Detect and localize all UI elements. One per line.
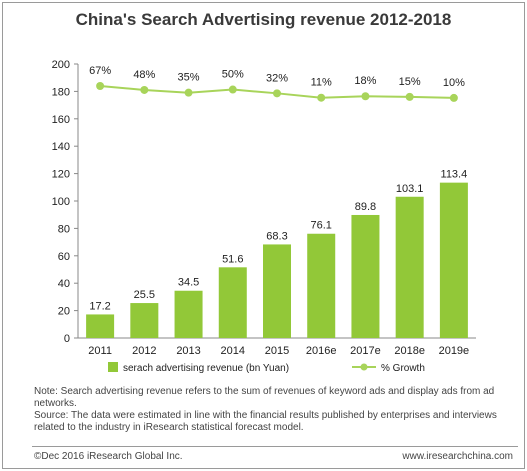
bar-data-label: 17.2 <box>89 300 110 312</box>
bar <box>218 267 247 338</box>
growth-data-label: 11% <box>311 77 332 89</box>
y-tick-label: 140 <box>52 141 70 153</box>
bar <box>307 233 336 338</box>
growth-point <box>361 92 370 101</box>
footer-divider <box>32 446 518 447</box>
note-text: Note: Search advertising revenue refers … <box>34 386 495 409</box>
growth-point <box>228 85 237 94</box>
growth-data-label: 18% <box>354 75 376 87</box>
bar-data-label: 89.8 <box>355 201 376 213</box>
y-tick-label: 180 <box>52 86 70 98</box>
y-tick-label: 40 <box>58 278 70 290</box>
x-tick-label: 2014 <box>221 345 245 357</box>
x-tick-label: 2019e <box>439 345 470 357</box>
growth-data-label: 67% <box>89 65 111 77</box>
bar-data-label: 25.5 <box>134 289 155 301</box>
growth-point <box>184 88 193 97</box>
x-tick-label: 2011 <box>88 345 112 357</box>
growth-data-label: 35% <box>178 72 200 84</box>
bar <box>263 244 291 338</box>
x-tick-label: 2012 <box>132 345 156 357</box>
growth-data-label: 32% <box>266 72 288 84</box>
legend-label-bar: serach advertising revenue (bn Yuan) <box>123 363 289 374</box>
y-tick-label: 100 <box>52 196 70 208</box>
x-tick-label: 2017e <box>350 345 381 357</box>
combo-chart: 0 20 40 60 80 100 120 140 160 180 200 17.2 25.5 34.5 5… <box>52 59 476 374</box>
bar <box>86 314 115 338</box>
x-tick-label: 2015 <box>265 345 289 357</box>
bar <box>351 214 380 338</box>
bar-data-label: 34.5 <box>178 277 199 289</box>
y-tick-label: 0 <box>64 333 70 345</box>
notes: Note: Search advertising revenue refers … <box>34 386 514 434</box>
growth-data-label: 50% <box>222 69 244 81</box>
bar <box>439 182 468 338</box>
bar-data-label: 76.1 <box>311 220 332 232</box>
bar-data-label: 68.3 <box>266 230 287 242</box>
legend-label-growth: % Growth <box>381 363 425 374</box>
y-tick-label: 20 <box>58 306 70 318</box>
growth-data-label: 48% <box>133 69 155 81</box>
legend-marker-growth <box>360 363 368 371</box>
x-tick-label: 2013 <box>176 345 200 357</box>
chart-title: China's Search Advertising revenue 2012-… <box>75 10 452 29</box>
bar-data-label: 113.4 <box>441 169 468 181</box>
legend-swatch-bar <box>108 362 118 372</box>
y-tick-label: 200 <box>52 59 70 71</box>
source-text: Source: The data were estimated in line … <box>34 410 497 433</box>
y-tick-label: 160 <box>52 114 70 126</box>
growth-point <box>449 93 458 102</box>
bar-data-label: 103.1 <box>396 183 424 195</box>
growth-data-label: 15% <box>399 76 421 88</box>
y-tick-label: 80 <box>58 223 70 235</box>
growth-point <box>140 85 149 94</box>
growth-point <box>96 82 105 90</box>
bar <box>130 303 159 338</box>
y-tick-label: 60 <box>58 251 70 263</box>
website-text: www.iresearchchina.com <box>402 451 513 462</box>
growth-data-label: 10% <box>443 77 465 89</box>
bar-data-label: 51.6 <box>222 253 243 265</box>
copyright-text: ©Dec 2016 iResearch Global Inc. <box>34 451 183 462</box>
x-tick-label: 2018e <box>394 345 425 357</box>
growth-point <box>405 92 414 101</box>
growth-point <box>317 93 326 102</box>
x-tick-label: 2016e <box>306 345 337 357</box>
bar <box>174 290 203 338</box>
y-tick-label: 120 <box>52 169 70 181</box>
growth-point <box>273 89 281 98</box>
bar <box>395 196 424 338</box>
